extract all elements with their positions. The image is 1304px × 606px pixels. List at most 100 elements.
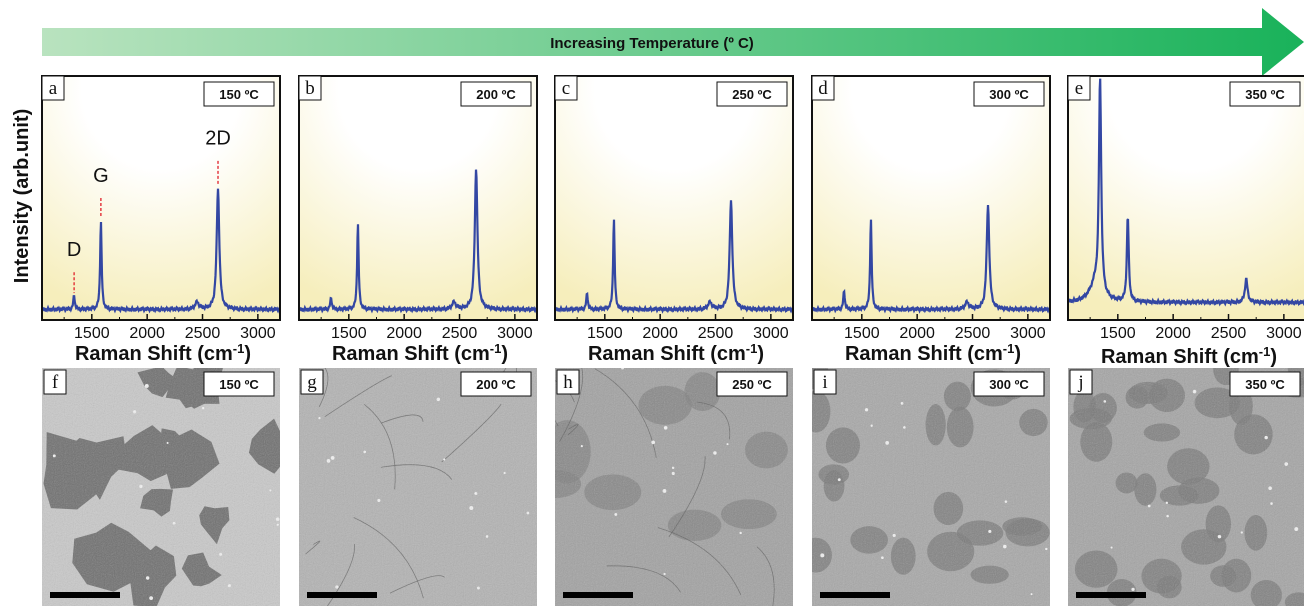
raman-spectrum-line xyxy=(299,169,537,314)
plot-frame xyxy=(41,75,281,321)
sem-noise xyxy=(1068,368,1304,606)
plot-background xyxy=(299,76,537,320)
temperature-label: 200 ºC xyxy=(476,377,516,392)
panel-letter-box xyxy=(41,75,65,101)
plot-frame xyxy=(298,75,538,321)
x-tick-label: 2500 xyxy=(698,325,734,342)
plot-frame xyxy=(811,75,1051,321)
peak-label-d: D xyxy=(67,239,81,261)
x-tick-label: 2500 xyxy=(955,325,991,342)
temperature-badge xyxy=(460,371,532,397)
temperature-label: 250 ºC xyxy=(732,87,772,102)
plot-background xyxy=(42,76,280,320)
sem-noise xyxy=(812,368,1050,606)
x-tick-label: 2500 xyxy=(442,325,478,342)
scale-bar xyxy=(1076,592,1146,598)
raman-spectrum-line xyxy=(1068,78,1304,307)
temperature-badge xyxy=(716,81,788,107)
raman-spectrum-line xyxy=(812,204,1050,314)
temperature-label: 150 ºC xyxy=(219,87,259,102)
temperature-badge xyxy=(716,371,788,397)
panel-letter-box xyxy=(43,369,67,395)
temperature-label: 350 ºC xyxy=(1245,87,1285,102)
panel-letter-box xyxy=(556,369,580,395)
raman-spectrum-line xyxy=(42,188,280,314)
x-tick-label: 3000 xyxy=(1266,325,1302,342)
peak-label-2d: 2D xyxy=(205,128,231,150)
plot-frame xyxy=(1067,75,1304,321)
raman-panel-e: 1500 2000 2500 3000 Raman Shift (cm-1) e 350 º… xyxy=(1067,75,1304,368)
panel-letter-box xyxy=(554,75,578,101)
panel-letter-box xyxy=(1069,369,1093,395)
panel-letter: b xyxy=(305,78,315,99)
panel-letter: d xyxy=(818,78,828,99)
x-tick-label: 3000 xyxy=(497,325,533,342)
temperature-badge xyxy=(973,81,1045,107)
temperature-label: 200 ºC xyxy=(476,87,516,102)
temperature-badge xyxy=(460,81,532,107)
x-tick-label: 1500 xyxy=(844,325,880,342)
x-tick-label: 3000 xyxy=(240,325,276,342)
temperature-badge xyxy=(1229,81,1301,107)
temperature-badge xyxy=(1229,371,1301,397)
panel-letter-box xyxy=(811,75,835,101)
y-axis-label: Intensity (arb.unit) xyxy=(11,109,33,283)
x-axis-label: Raman Shift (cm-1) xyxy=(332,341,508,366)
x-tick-label: 1500 xyxy=(331,325,367,342)
x-tick-label: 2500 xyxy=(185,325,221,342)
x-tick-label: 2000 xyxy=(1155,325,1191,342)
x-tick-label: 3000 xyxy=(1010,325,1046,342)
plot-frame xyxy=(554,75,794,321)
panel-letter: g xyxy=(307,372,317,393)
x-tick-label: 1500 xyxy=(1100,325,1136,342)
plot-background xyxy=(1068,76,1304,320)
peak-label-g: G xyxy=(93,165,109,187)
arrow-label: Increasing Temperature (º C) xyxy=(550,35,754,52)
temperature-badge xyxy=(203,81,275,107)
panel-letter-box xyxy=(813,369,837,395)
temperature-label: 300 ºC xyxy=(989,377,1029,392)
x-tick-label: 2000 xyxy=(642,325,678,342)
plot-background xyxy=(812,76,1050,320)
sem-noise xyxy=(42,368,280,606)
sem-panels: f 150 ºC g 200 ºC h 250 ºC i 300 ºC j 350 ºC xyxy=(42,368,1304,606)
temperature-label: 350 ºC xyxy=(1245,377,1285,392)
panel-letter: j xyxy=(1077,372,1083,393)
scale-bar xyxy=(820,592,890,598)
scale-bar xyxy=(50,592,120,598)
x-axis-label: Raman Shift (cm-1) xyxy=(845,341,1021,366)
arrow-shape xyxy=(42,8,1304,76)
temperature-label: 250 ºC xyxy=(732,377,772,392)
temperature-label: 150 ºC xyxy=(219,377,259,392)
panel-letter: a xyxy=(49,78,58,99)
panel-letter-box xyxy=(300,369,324,395)
temperature-label: 300 ºC xyxy=(989,87,1029,102)
scale-bar xyxy=(307,592,377,598)
raman-spectrum-line xyxy=(555,200,793,314)
sem-noise xyxy=(555,368,793,606)
panel-letter: c xyxy=(562,78,570,99)
sem-panel-i: i 300 ºC xyxy=(812,368,1050,606)
scale-bar xyxy=(563,592,633,598)
temperature-badge xyxy=(973,371,1045,397)
x-tick-label: 2000 xyxy=(386,325,422,342)
x-tick-label: 1500 xyxy=(587,325,623,342)
temperature-badge xyxy=(203,371,275,397)
x-tick-label: 2000 xyxy=(129,325,165,342)
panel-letter: i xyxy=(822,372,827,393)
x-tick-label: 2500 xyxy=(1211,325,1247,342)
x-tick-label: 1500 xyxy=(74,325,110,342)
plot-background xyxy=(555,76,793,320)
panel-letter-box xyxy=(1067,75,1091,101)
x-axis-label: Raman Shift (cm-1) xyxy=(75,341,251,366)
x-axis-label: Raman Shift (cm-1) xyxy=(588,341,764,366)
sem-panel-h: h 250 ºC xyxy=(555,368,793,606)
panel-letter-box xyxy=(298,75,322,101)
sem-panel-f: f 150 ºC xyxy=(42,368,280,606)
